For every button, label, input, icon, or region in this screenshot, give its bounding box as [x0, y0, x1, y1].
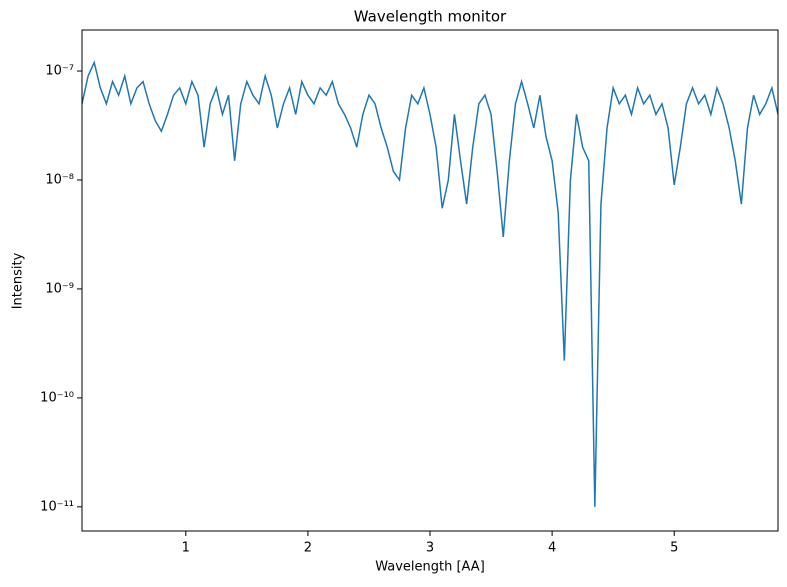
data-line: [82, 60, 778, 507]
plot-frame: [81, 29, 779, 532]
y-tick-label: 10⁻⁷: [45, 64, 74, 79]
y-axis-label: Intensity: [11, 252, 26, 309]
x-tick-label: 5: [670, 541, 678, 556]
y-tick-label: 10⁻¹¹: [40, 499, 74, 514]
chart-title: Wavelength monitor: [354, 8, 507, 26]
x-tick-label: 4: [548, 541, 556, 556]
x-tick-label: 3: [426, 541, 434, 556]
x-tick-label: 1: [182, 541, 190, 556]
y-tick-label: 10⁻⁹: [45, 281, 74, 296]
x-tick-label: 2: [304, 541, 312, 556]
x-axis-label: Wavelength [AA]: [375, 560, 485, 575]
y-tick-label: 10⁻¹⁰: [40, 390, 74, 405]
y-tick-label: 10⁻⁸: [45, 172, 74, 187]
